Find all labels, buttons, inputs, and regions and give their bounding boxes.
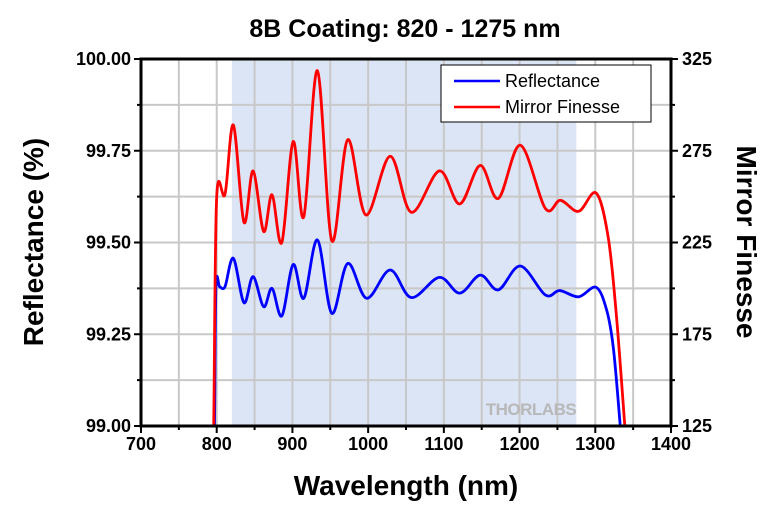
y2-tick-label: 125 xyxy=(682,416,712,436)
y-tick-label: 99.25 xyxy=(86,324,131,344)
legend-label-reflectance: Reflectance xyxy=(505,71,600,91)
y2-axis-label: Mirror Finesse xyxy=(731,146,762,339)
legend: Reflectance Mirror Finesse xyxy=(440,64,652,123)
y-axis-label: Reflectance (%) xyxy=(18,138,49,347)
x-tick-label: 1100 xyxy=(424,434,463,454)
mirror-finesse-line xyxy=(212,69,627,426)
ticks: 700 800 900 1000 1100 1200 1300 1400 99.00 99.25 9… xyxy=(76,49,712,454)
x-tick-label: 700 xyxy=(126,434,156,454)
x-tick-label: 1000 xyxy=(348,434,388,454)
x-tick-label: 1300 xyxy=(575,434,615,454)
chart-title: 8B Coating: 820 - 1275 nm xyxy=(249,15,560,43)
x-axis-label: Wavelength (nm) xyxy=(294,470,519,501)
y2-tick-label: 325 xyxy=(682,49,712,69)
x-tick-label: 900 xyxy=(277,434,307,454)
x-tick-label: 1200 xyxy=(500,434,540,454)
series-lines xyxy=(212,69,627,426)
y-tick-label: 99.00 xyxy=(86,416,131,436)
reflectance-line xyxy=(213,238,622,426)
y2-tick-label: 175 xyxy=(682,324,712,344)
y-tick-label: 100.00 xyxy=(76,49,131,69)
y2-tick-label: 225 xyxy=(682,233,712,253)
y-tick-label: 99.50 xyxy=(86,233,131,253)
watermark-logo: THORLABS xyxy=(486,400,577,419)
x-tick-label: 800 xyxy=(202,434,232,454)
legend-label-finesse: Mirror Finesse xyxy=(505,97,620,117)
y2-tick-label: 275 xyxy=(682,141,712,161)
x-tick-label: 1400 xyxy=(651,434,691,454)
y-tick-label: 99.75 xyxy=(86,141,131,161)
